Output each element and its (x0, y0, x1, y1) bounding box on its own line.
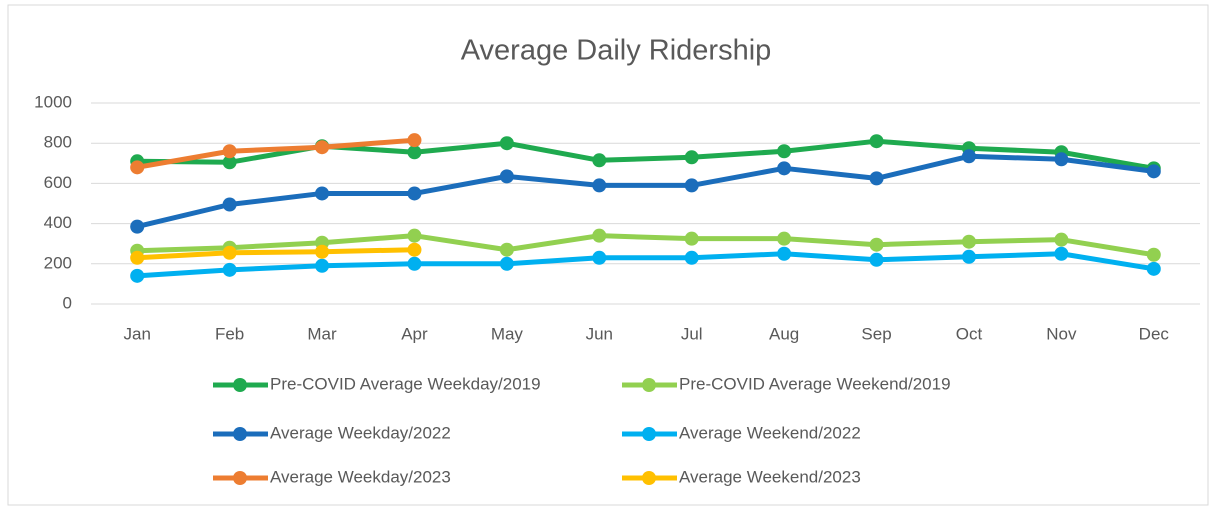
x-tick-label: Jul (681, 324, 703, 343)
marker (684, 150, 699, 165)
x-tick-label: Nov (1046, 324, 1077, 343)
x-tick-label: Apr (401, 324, 428, 343)
marker (130, 160, 145, 175)
marker (407, 145, 422, 160)
marker (1054, 152, 1069, 167)
x-tick-label: Feb (215, 324, 244, 343)
marker (684, 231, 699, 246)
legend-marker (233, 378, 247, 392)
marker (592, 250, 607, 265)
marker (1146, 261, 1161, 276)
marker (1054, 246, 1069, 261)
marker (869, 237, 884, 252)
marker (130, 219, 145, 234)
marker (407, 186, 422, 201)
marker (315, 244, 330, 259)
marker (222, 197, 237, 212)
x-tick-label: May (491, 324, 524, 343)
marker (499, 136, 514, 151)
y-tick-label: 800 (44, 133, 72, 152)
series-line (137, 233, 1155, 258)
series-line (136, 153, 1155, 230)
y-tick-label: 600 (44, 173, 72, 192)
y-tick-label: 400 (44, 213, 72, 232)
series-line (137, 251, 1155, 279)
chart-title: Average Daily Ridership (461, 35, 772, 67)
marker (869, 134, 884, 149)
legend-marker (233, 427, 247, 441)
marker (684, 250, 699, 265)
marker (407, 228, 422, 243)
legend-label: Pre-COVID Average Weekend/2019 (679, 374, 951, 393)
legend-label: Average Weekday/2023 (270, 467, 451, 486)
marker (961, 149, 976, 164)
x-tick-label: Jan (123, 324, 150, 343)
y-tick-label: 0 (63, 293, 72, 312)
marker (1146, 164, 1161, 179)
marker (407, 242, 422, 257)
marker (777, 246, 792, 261)
legend-label: Average Weekend/2022 (679, 423, 861, 442)
marker (315, 186, 330, 201)
marker (407, 133, 422, 148)
legend-marker (233, 471, 247, 485)
marker (869, 171, 884, 186)
marker (592, 178, 607, 193)
series-line (137, 247, 415, 261)
marker (777, 144, 792, 159)
marker (592, 153, 607, 168)
x-tick-label: Sep (861, 324, 891, 343)
marker (130, 250, 145, 265)
y-tick-label: 1000 (34, 92, 72, 111)
x-tick-label: Aug (769, 324, 799, 343)
marker (222, 155, 237, 170)
marker (777, 231, 792, 246)
marker (499, 242, 514, 257)
legend-marker (642, 471, 656, 485)
marker (869, 252, 884, 267)
y-tick-label: 200 (44, 253, 72, 272)
marker (499, 256, 514, 271)
marker (315, 258, 330, 273)
x-tick-label: Jun (586, 324, 613, 343)
legend-marker (642, 427, 656, 441)
x-tick-label: Dec (1139, 324, 1170, 343)
marker (592, 228, 607, 243)
marker (222, 245, 237, 260)
x-tick-label: Oct (956, 324, 983, 343)
series-line (136, 137, 415, 170)
marker (499, 169, 514, 184)
x-tick-label: Mar (307, 324, 337, 343)
marker (130, 268, 145, 283)
marker (1146, 247, 1161, 262)
marker (222, 262, 237, 277)
marker (777, 161, 792, 176)
marker (222, 144, 237, 159)
marker (684, 178, 699, 193)
legend-marker (642, 378, 656, 392)
marker (315, 140, 330, 155)
marker (407, 256, 422, 271)
legend-label: Average Weekend/2023 (679, 467, 861, 486)
marker (1054, 232, 1069, 247)
marker (961, 234, 976, 249)
marker (961, 249, 976, 264)
legend-label: Average Weekday/2022 (270, 423, 451, 442)
legend-label: Pre-COVID Average Weekday/2019 (270, 374, 541, 393)
